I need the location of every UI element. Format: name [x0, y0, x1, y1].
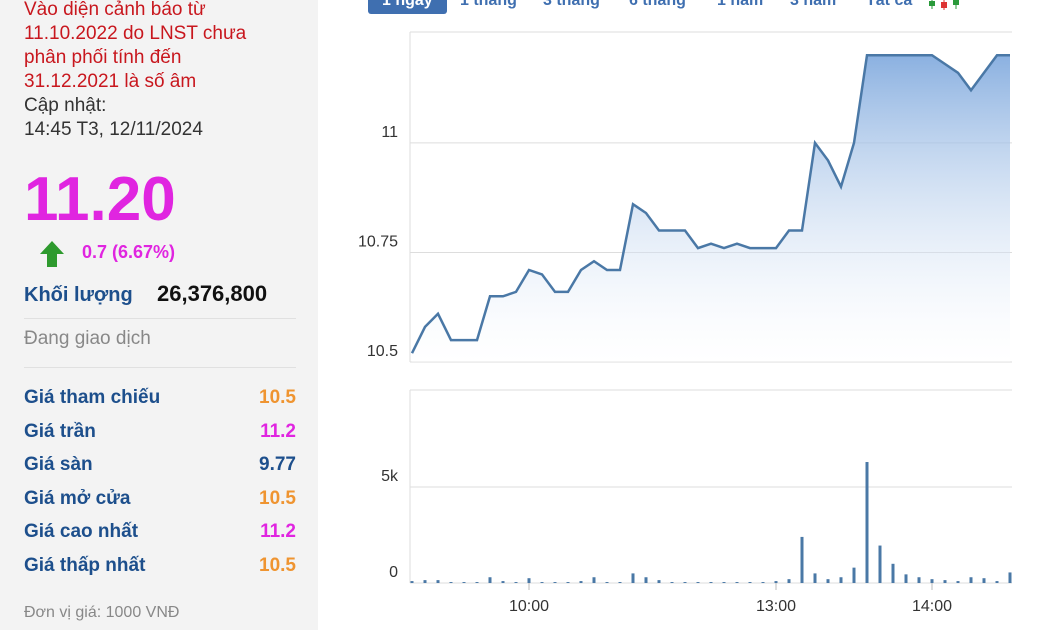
update-label: Cập nhật: [24, 95, 107, 116]
volume-bar [839, 577, 843, 583]
volume-bar [696, 582, 700, 583]
price-line [410, 53, 1010, 354]
volume-bar [865, 462, 869, 583]
volume-bar [475, 582, 479, 583]
volume-bar [761, 582, 765, 583]
separator [24, 318, 296, 319]
volume-bar [527, 578, 531, 583]
stat-label: Giá mở cửa [24, 487, 131, 509]
volume-bar [566, 582, 570, 583]
volume-bar [852, 567, 856, 583]
up-arrow [40, 241, 64, 267]
stat-value: 10.5 [259, 487, 296, 509]
unit-note: Đơn vị giá: 1000 VNĐ [24, 604, 180, 621]
separator [24, 367, 296, 368]
volume-bar [540, 582, 544, 583]
volume-bar [1008, 572, 1012, 583]
y-tick-label: 10.5 [367, 343, 398, 360]
volume-bar [904, 574, 908, 583]
volume-bar [995, 581, 999, 583]
volume-bar [800, 536, 804, 583]
y-tick-label: 10.75 [358, 234, 398, 251]
volume-bar [982, 578, 986, 583]
volume-label: Khối lượng [24, 284, 133, 306]
volume-bar [826, 579, 830, 583]
volume-bar [813, 573, 817, 583]
volume-bar [488, 577, 492, 583]
status: Đang giao dịch [24, 328, 151, 349]
volume-bar [956, 581, 960, 583]
volume-bar [462, 582, 466, 583]
stat-value: 9.77 [259, 454, 296, 476]
x-tick-label: 14:00 [912, 598, 952, 615]
volume-bar [930, 579, 934, 583]
tab[interactable]: 3 năm [790, 0, 837, 9]
tab[interactable]: 1 ngày [368, 0, 447, 14]
volume-bar [670, 582, 674, 583]
tab[interactable]: 1 năm [717, 0, 764, 9]
volume-bar [891, 563, 895, 583]
stat-value: 10.5 [259, 387, 296, 408]
volume-bar [969, 577, 973, 583]
volume-bar [501, 581, 505, 583]
volume-bar [878, 545, 882, 583]
tab[interactable]: 1 tháng [460, 0, 517, 9]
y-tick-label: 0 [389, 564, 398, 581]
volume-bar [644, 577, 648, 583]
x-tick-label: 10:00 [509, 598, 549, 615]
y-tick-label: 11 [381, 124, 398, 141]
volume-bar [449, 582, 453, 583]
x-tick-label: 13:00 [756, 598, 796, 615]
volume-bar [436, 580, 440, 583]
candle-icon[interactable] [929, 0, 959, 10]
area-fill [412, 55, 1010, 362]
volume-bar [514, 582, 518, 583]
update-time: 14:45 T3, 12/11/2024 [24, 119, 203, 140]
volume-bar [605, 582, 609, 583]
stat-value: 11.2 [260, 521, 296, 543]
info-panel: Vào diện cảnh báo từ 11.10.2022 do LNST … [0, 0, 318, 630]
volume-bar [917, 577, 921, 583]
volume-bar [787, 579, 791, 583]
tab[interactable]: 6 tháng [629, 0, 686, 9]
volume-bar [592, 577, 596, 583]
volume-bar [735, 582, 739, 583]
y-tick-label: 5k [381, 468, 399, 485]
price-change: 0.7 (6.67%) [82, 242, 176, 262]
volume: 26,376,800 [157, 281, 268, 306]
stat-label: Giá thấp nhất [24, 555, 146, 576]
volume-bar [774, 581, 778, 583]
volume-bar [410, 581, 414, 583]
warning: Vào diện cảnh báo từ 11.10.2022 do LNST … [24, 0, 247, 92]
stat-label: Giá tham chiếu [24, 387, 161, 408]
volume-bar [709, 582, 713, 583]
stat-label: Giá sàn [24, 454, 93, 476]
stat-label: Giá trần [24, 420, 96, 442]
volume-bar [943, 580, 947, 583]
volume-bar [683, 582, 687, 583]
volume-bar [631, 573, 635, 583]
tab[interactable]: Tất cả [866, 0, 913, 9]
stat-label: Giá cao nhất [24, 521, 139, 543]
volume-bar [579, 581, 583, 583]
volume-bar [722, 582, 726, 583]
volume-bar [657, 580, 661, 583]
volume-bar [553, 582, 557, 583]
price: 11.20 [24, 165, 176, 234]
volume-bar [618, 582, 622, 583]
tab[interactable]: 3 tháng [543, 0, 600, 9]
stat-value: 11.2 [260, 420, 296, 442]
stat-value: 10.5 [259, 555, 296, 576]
volume-bar [748, 582, 752, 583]
volume-bar [423, 580, 427, 583]
